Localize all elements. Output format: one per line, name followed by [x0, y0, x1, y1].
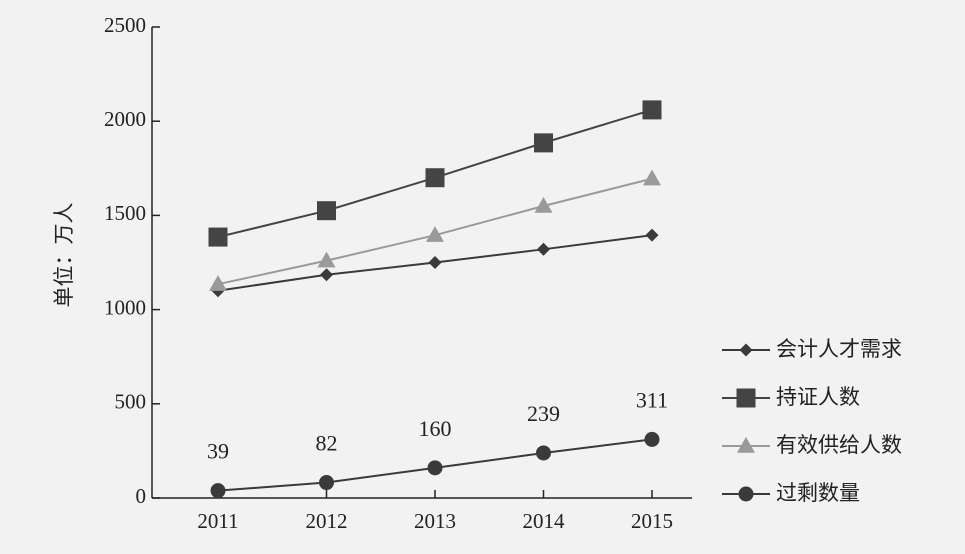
data-label: 39: [207, 439, 229, 464]
data-point: [426, 226, 444, 242]
data-label: 239: [527, 401, 560, 426]
plot-area: 39 82 160 239 311: [207, 100, 668, 499]
series-triangle: [209, 169, 661, 291]
legend-marker: [737, 437, 755, 453]
data-point: [644, 431, 660, 447]
data-point: [425, 168, 445, 188]
data-point: [643, 169, 661, 186]
y-tick-label: 0: [136, 484, 147, 508]
data-point: [210, 483, 226, 499]
legend-item: 持证人数: [722, 385, 860, 409]
y-tick-label: 1500: [104, 201, 146, 225]
legend-label: 有效供给人数: [776, 433, 902, 457]
data-point: [317, 251, 336, 268]
x-tick-label: 2012: [306, 509, 348, 533]
y-axis-ticks: 0 500 1000 1500 2000 2500: [104, 13, 160, 508]
data-point: [319, 475, 334, 491]
data-point: [428, 256, 442, 269]
data-point: [320, 268, 333, 282]
data-point: [209, 275, 227, 291]
legend-item: 会计人才需求: [722, 337, 902, 361]
y-tick-label: 1000: [104, 295, 146, 319]
legend-marker: [739, 343, 753, 357]
x-tick-label: 2011: [197, 509, 238, 533]
series-circle: 39 82 160 239 311: [207, 387, 668, 499]
y-axis-label: 单位：万人: [52, 203, 76, 308]
data-point: [642, 100, 662, 120]
x-tick-label: 2013: [414, 509, 456, 533]
data-label: 82: [316, 431, 338, 456]
data-label: 311: [636, 387, 668, 412]
legend-item: 有效供给人数: [722, 433, 902, 457]
legend-label: 过剩数量: [776, 481, 860, 505]
y-tick-label: 500: [115, 390, 147, 414]
legend-label: 持证人数: [776, 385, 860, 409]
legend-marker: [738, 486, 754, 502]
data-point: [536, 445, 551, 461]
legend-item: 过剩数量: [722, 481, 860, 505]
x-axis-ticks: 2011 2012 2013 2014 2015: [197, 490, 673, 533]
y-tick-label: 2500: [104, 13, 146, 37]
legend-marker: [736, 388, 756, 408]
series-square: [208, 100, 662, 247]
data-label: 160: [419, 416, 452, 441]
legend-label: 会计人才需求: [776, 337, 902, 361]
data-point: [534, 133, 553, 153]
data-point: [537, 242, 550, 256]
axes: [151, 27, 692, 499]
y-tick-label: 2000: [104, 107, 146, 131]
data-point: [534, 196, 553, 213]
data-point: [427, 460, 443, 476]
x-tick-label: 2014: [523, 509, 566, 533]
data-point: [208, 227, 228, 247]
x-tick-label: 2015: [631, 509, 673, 533]
data-point: [645, 228, 659, 242]
data-point: [317, 201, 336, 221]
